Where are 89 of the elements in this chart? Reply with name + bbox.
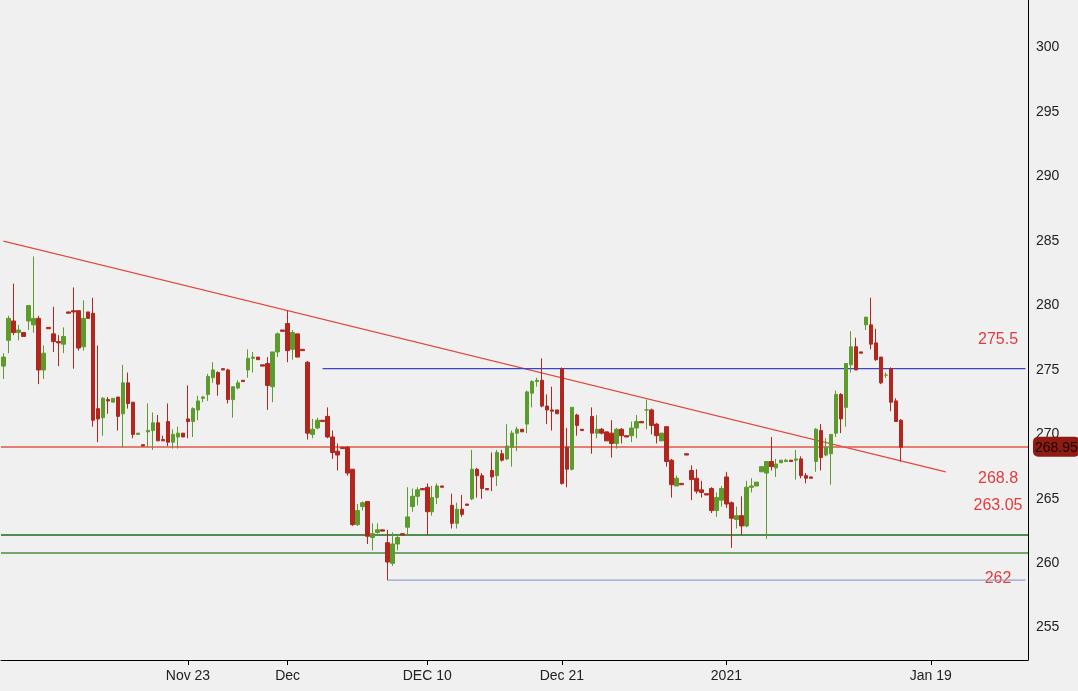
candlestick xyxy=(385,529,390,581)
candlestick xyxy=(614,427,619,450)
candlestick xyxy=(794,449,798,481)
candlestick xyxy=(101,396,105,437)
candlestick xyxy=(36,315,41,385)
candlestick xyxy=(595,414,599,439)
x-tick-label: Nov 23 xyxy=(165,667,211,683)
candlestick xyxy=(405,486,410,536)
candlestick xyxy=(575,413,579,437)
annotation: 268.8 xyxy=(977,468,1019,486)
candlestick xyxy=(216,370,220,397)
candlestick xyxy=(1,352,6,380)
candlestick xyxy=(580,428,584,432)
candlestick xyxy=(61,326,66,354)
candlestick xyxy=(644,399,649,430)
candlestick xyxy=(380,529,385,532)
candlestick xyxy=(674,475,679,487)
candlestick xyxy=(81,299,86,352)
candlestick xyxy=(111,397,115,403)
candlestick xyxy=(834,390,838,438)
candlestick xyxy=(21,332,26,337)
candlestick xyxy=(500,449,504,462)
x-tick-label: Jan 19 xyxy=(909,667,953,683)
candlestick xyxy=(470,449,474,501)
candlestick xyxy=(819,423,823,472)
candlestick xyxy=(365,500,370,545)
candlestick xyxy=(16,324,21,341)
candlestick xyxy=(375,522,380,535)
y-tick-label: 290 xyxy=(1036,167,1060,184)
candlestick xyxy=(774,458,778,478)
candlestick xyxy=(241,379,245,383)
candlestick xyxy=(769,436,774,472)
candlestick xyxy=(440,485,444,488)
candlestick xyxy=(839,392,843,434)
candlestick xyxy=(46,326,51,330)
candlestick xyxy=(106,396,110,415)
x-tick-label: Dec 21 xyxy=(539,667,585,683)
candlestick xyxy=(520,428,524,433)
y-tick-label: 300 xyxy=(1036,38,1060,55)
y-tick-label: 260 xyxy=(1036,554,1060,571)
candlestick xyxy=(639,421,644,424)
candlestick xyxy=(121,364,125,448)
candlestick xyxy=(370,522,375,551)
candlestick xyxy=(41,344,46,380)
y-tick-label: 255 xyxy=(1036,618,1060,635)
candlestick xyxy=(181,432,185,438)
candlestick xyxy=(495,449,499,487)
candlestick xyxy=(201,395,205,403)
y-tick-label: 275 xyxy=(1036,360,1060,377)
candlestick xyxy=(186,384,190,439)
candlestick xyxy=(460,494,464,518)
candlestick xyxy=(659,432,664,442)
candlestick xyxy=(315,417,320,430)
x-tick-label: DEC 10 xyxy=(402,667,452,683)
candlestick xyxy=(11,283,16,336)
annotation: 263.05 xyxy=(973,495,1023,513)
candlestick xyxy=(136,432,140,435)
candlestick xyxy=(455,502,459,530)
candlestick xyxy=(141,444,145,447)
candlestick xyxy=(734,506,739,530)
x-tick-label: 2021 xyxy=(710,667,743,683)
candlestick xyxy=(490,451,494,492)
y-tick-label: 285 xyxy=(1036,231,1060,248)
candlestick xyxy=(684,453,689,456)
candlestick xyxy=(465,503,469,506)
candlestick xyxy=(305,360,310,441)
candlestick xyxy=(6,315,11,354)
annotation: 275.5 xyxy=(977,329,1019,347)
candlestick xyxy=(739,495,744,536)
candlestick xyxy=(789,459,793,462)
x-tick-label: Dec xyxy=(275,667,301,683)
y-tick-label: 265 xyxy=(1036,489,1060,506)
candlestick xyxy=(400,533,405,536)
candlestick xyxy=(290,329,295,361)
candlestick xyxy=(679,482,684,486)
candlestick xyxy=(355,503,360,527)
candlestick xyxy=(590,406,594,455)
candlestick xyxy=(450,493,454,530)
y-tick-label: 280 xyxy=(1036,296,1060,313)
ref-line-label: 268.95 xyxy=(1035,438,1078,455)
candlestick xyxy=(116,396,120,432)
annotation: 262 xyxy=(984,568,1012,586)
candlestick xyxy=(310,418,315,439)
candlestick xyxy=(570,406,574,472)
candlestick xyxy=(864,316,868,331)
y-tick-label: 295 xyxy=(1036,102,1060,119)
candlestick xyxy=(360,500,365,511)
candlestick xyxy=(814,427,818,473)
candlestick xyxy=(256,356,260,361)
